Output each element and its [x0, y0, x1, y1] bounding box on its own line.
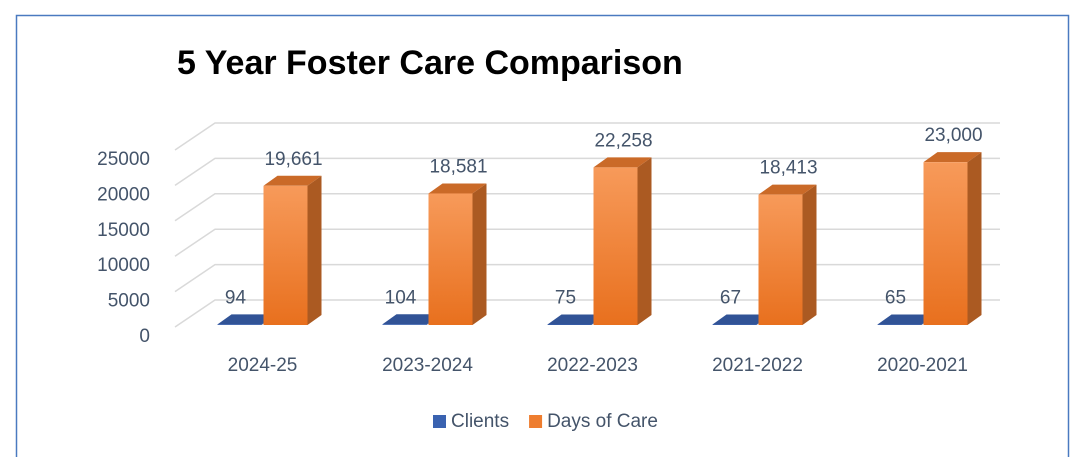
y-tick-label: 10000 [97, 255, 150, 276]
data-label: 94 [225, 287, 247, 308]
bar-top [923, 152, 982, 163]
x-tick-label: 2022-2023 [547, 355, 638, 376]
legend-label: Clients [451, 411, 509, 432]
bar-top [877, 314, 936, 325]
legend-swatch [433, 415, 446, 428]
bar-top [382, 314, 441, 325]
data-label: 22,258 [594, 130, 652, 151]
grid-line [174, 299, 1000, 328]
bar-top [217, 314, 276, 325]
bar [593, 167, 638, 325]
data-label: 19,661 [264, 149, 322, 170]
bar-side [307, 175, 322, 325]
data-label: 23,000 [924, 125, 982, 146]
legend-label: Days of Care [547, 411, 658, 432]
bar [547, 324, 592, 325]
y-tick-label: 25000 [97, 149, 150, 170]
y-tick-label: 5000 [108, 291, 150, 312]
y-tick-label: 0 [139, 326, 150, 347]
bar-top [263, 175, 322, 186]
x-tick-label: 2020-2021 [877, 355, 968, 376]
bar [217, 324, 262, 325]
y-tick-label: 15000 [97, 220, 150, 241]
grid-line [174, 228, 1000, 257]
data-label: 18,413 [759, 158, 817, 179]
x-tick-label: 2023-2024 [382, 355, 473, 376]
bar [428, 193, 473, 325]
y-tick-label: 20000 [97, 184, 150, 205]
data-label: 75 [555, 287, 576, 308]
bar-side [802, 184, 817, 325]
x-tick-label: 2021-2022 [712, 355, 803, 376]
bar [923, 162, 968, 325]
data-label: 18,581 [429, 156, 487, 177]
bar-top [758, 184, 817, 195]
bar [758, 194, 803, 325]
chart-title: 5 Year Foster Care Comparison [177, 44, 683, 82]
data-label: 104 [385, 287, 417, 308]
grid-line [174, 157, 1000, 187]
x-tick-label: 2024-25 [228, 355, 298, 376]
bar-top [593, 157, 652, 168]
bar-top [712, 314, 771, 325]
bar-side [967, 152, 982, 325]
data-label: 67 [720, 288, 741, 309]
grid-line [174, 122, 1000, 151]
grid-line [174, 263, 1000, 293]
grid-line [174, 193, 1000, 222]
bar-top [547, 314, 606, 325]
frame [15, 14, 1070, 457]
bar [382, 324, 427, 325]
bar [263, 185, 308, 325]
legend-swatch [529, 415, 543, 428]
bar-side [637, 157, 652, 325]
data-label: 65 [885, 288, 906, 309]
bar-side [472, 183, 487, 325]
bar-top [428, 183, 487, 194]
